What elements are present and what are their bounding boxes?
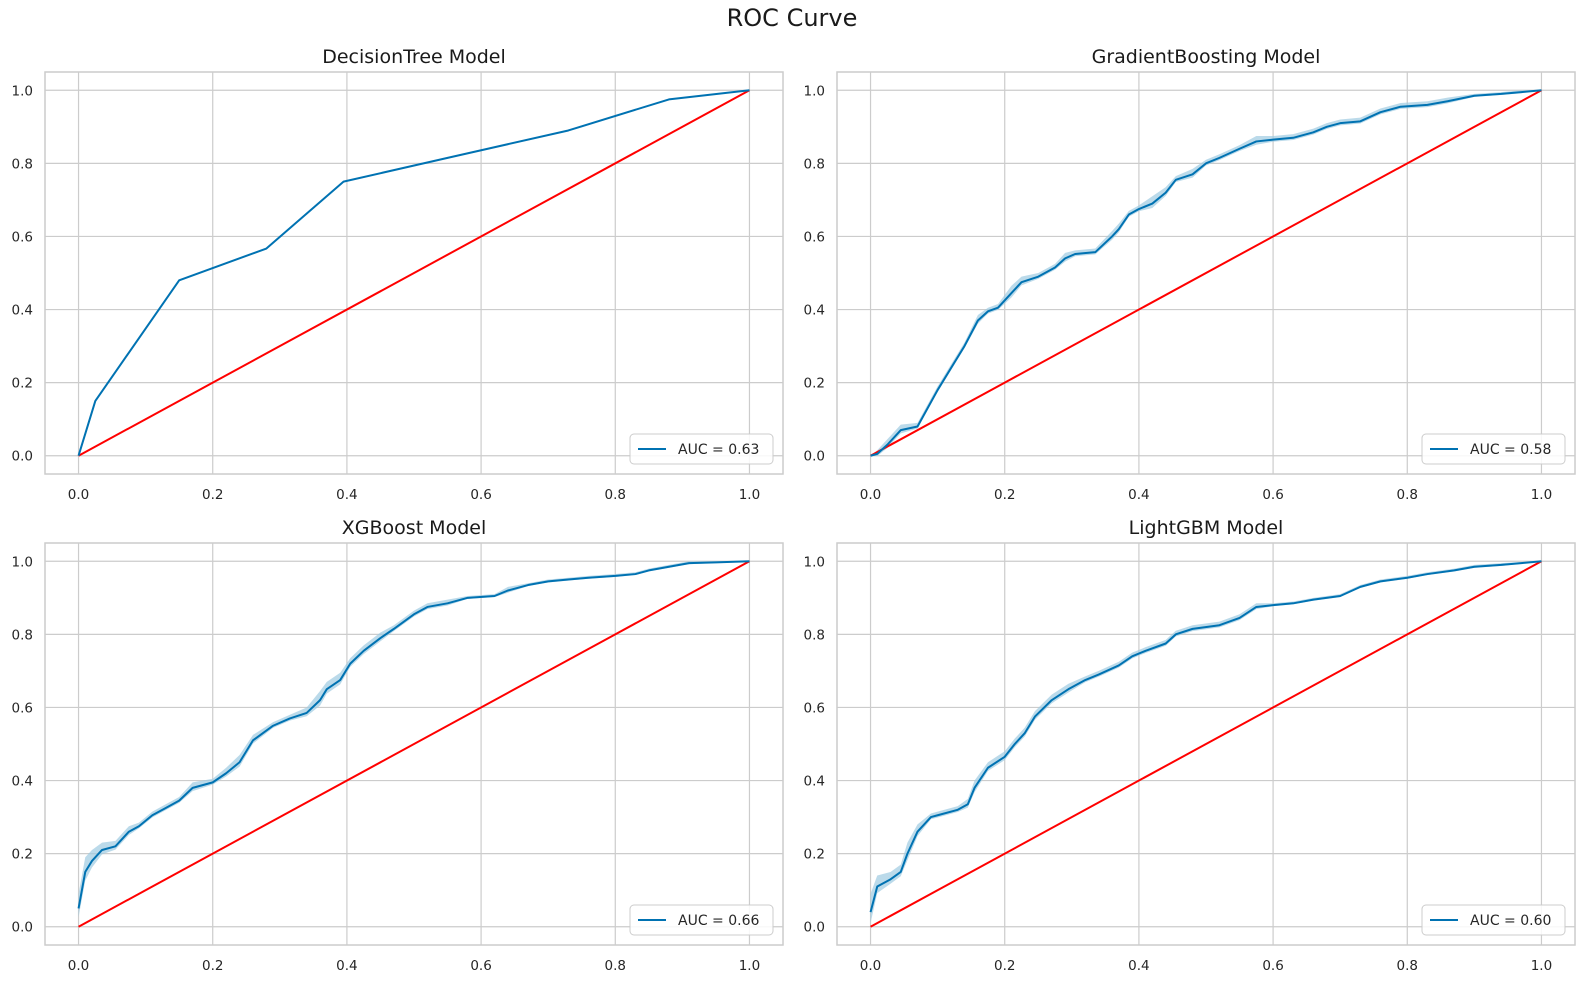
legend: AUC = 0.66 bbox=[629, 904, 774, 936]
chance-diagonal-line bbox=[870, 560, 1542, 928]
y-tick-label: 0.0 bbox=[12, 449, 33, 465]
roc-curve-line bbox=[77, 89, 750, 457]
y-tick-label: 0.4 bbox=[804, 303, 825, 319]
x-tick-label: 1.0 bbox=[1531, 487, 1552, 503]
y-tick-label: 0.8 bbox=[804, 156, 825, 172]
axes-frame bbox=[44, 542, 784, 946]
x-tick-label: 0.4 bbox=[1128, 487, 1149, 503]
y-tick-label: 0.6 bbox=[12, 700, 33, 716]
x-tick-label: 1.0 bbox=[739, 487, 760, 503]
x-tick-label: 0.0 bbox=[68, 487, 89, 503]
x-tick-label: 0.8 bbox=[1397, 958, 1418, 974]
x-tick-label: 0.6 bbox=[470, 958, 491, 974]
panel-title: XGBoost Model bbox=[342, 517, 486, 539]
y-tick-label: 1.0 bbox=[12, 83, 33, 99]
axes-frame bbox=[836, 542, 1576, 946]
x-tick-label: 0.2 bbox=[994, 958, 1015, 974]
axes-frame bbox=[836, 71, 1576, 475]
y-tick-label: 0.2 bbox=[804, 376, 825, 392]
legend-label: AUC = 0.58 bbox=[1470, 442, 1551, 458]
roc-curve-line bbox=[869, 560, 1542, 913]
legend-label: AUC = 0.60 bbox=[1470, 913, 1551, 929]
x-tick-label: 0.6 bbox=[470, 487, 491, 503]
x-tick-label: 1.0 bbox=[1531, 958, 1552, 974]
y-tick-label: 0.0 bbox=[804, 920, 825, 936]
y-tick-label: 0.6 bbox=[804, 700, 825, 716]
y-tick-label: 0.8 bbox=[804, 627, 825, 643]
panel-title: DecisionTree Model bbox=[322, 46, 506, 68]
legend-label: AUC = 0.63 bbox=[678, 442, 759, 458]
axes-frame bbox=[44, 71, 784, 475]
y-tick-label: 0.2 bbox=[804, 847, 825, 863]
y-tick-label: 1.0 bbox=[804, 83, 825, 99]
y-tick-label: 0.4 bbox=[12, 774, 33, 790]
x-tick-label: 0.2 bbox=[994, 487, 1015, 503]
x-tick-label: 0.8 bbox=[605, 958, 626, 974]
legend-box bbox=[629, 433, 774, 465]
legend: AUC = 0.60 bbox=[1421, 904, 1566, 936]
roc-panel-4: 0.0 0.2 0.4 0.6 0.8 1.0 0.0 0.2 0.4 0.6 0.8 1.0 Ligh… bbox=[804, 517, 1576, 974]
panel-title: GradientBoosting Model bbox=[1092, 46, 1321, 68]
y-tick-label: 0.4 bbox=[12, 303, 33, 319]
x-tick-label: 0.6 bbox=[1262, 958, 1283, 974]
roc-curve-line bbox=[870, 89, 1542, 457]
y-tick-label: 0.0 bbox=[804, 449, 825, 465]
y-tick-label: 0.8 bbox=[12, 156, 33, 172]
y-tick-label: 0.2 bbox=[12, 847, 33, 863]
x-tick-label: 0.8 bbox=[605, 487, 626, 503]
x-tick-label: 0.2 bbox=[202, 958, 223, 974]
y-tick-label: 0.4 bbox=[804, 774, 825, 790]
chance-diagonal-line bbox=[78, 89, 750, 457]
y-tick-label: 0.8 bbox=[12, 627, 33, 643]
x-tick-label: 0.6 bbox=[1262, 487, 1283, 503]
x-tick-label: 0.2 bbox=[202, 487, 223, 503]
roc-panel-2: 0.0 0.2 0.4 0.6 0.8 1.0 0.0 0.2 0.4 0.6 0.8 1.0 Grad… bbox=[804, 46, 1576, 503]
x-tick-label: 0.4 bbox=[336, 487, 357, 503]
roc-panel-1: 0.0 0.2 0.4 0.6 0.8 1.0 0.0 0.2 0.4 0.6 0.8 1.0 Deci… bbox=[12, 46, 784, 503]
legend-box bbox=[1421, 433, 1566, 465]
panel-title: LightGBM Model bbox=[1129, 517, 1284, 539]
x-tick-label: 0.4 bbox=[336, 958, 357, 974]
legend-box bbox=[629, 904, 774, 936]
y-tick-label: 0.2 bbox=[12, 376, 33, 392]
y-tick-label: 0.6 bbox=[12, 229, 33, 245]
chance-diagonal-line bbox=[870, 89, 1542, 457]
y-tick-label: 1.0 bbox=[12, 554, 33, 570]
y-tick-label: 0.6 bbox=[804, 229, 825, 245]
legend: AUC = 0.63 bbox=[629, 433, 774, 465]
figure-title: ROC Curve bbox=[726, 4, 858, 32]
roc-panel-3: 0.0 0.2 0.4 0.6 0.8 1.0 0.0 0.2 0.4 0.6 0.8 1.0 XGBo… bbox=[12, 517, 784, 974]
legend: AUC = 0.58 bbox=[1421, 433, 1566, 465]
legend-box bbox=[1421, 904, 1566, 936]
x-tick-label: 0.0 bbox=[860, 487, 881, 503]
legend-label: AUC = 0.66 bbox=[678, 913, 759, 929]
x-tick-label: 1.0 bbox=[739, 958, 760, 974]
roc-curve-line bbox=[77, 560, 750, 909]
x-tick-label: 0.0 bbox=[860, 958, 881, 974]
x-tick-label: 0.0 bbox=[68, 958, 89, 974]
y-tick-label: 1.0 bbox=[804, 554, 825, 570]
chance-diagonal-line bbox=[78, 560, 750, 928]
x-tick-label: 0.4 bbox=[1128, 958, 1149, 974]
y-tick-label: 0.0 bbox=[12, 920, 33, 936]
x-tick-label: 0.8 bbox=[1397, 487, 1418, 503]
